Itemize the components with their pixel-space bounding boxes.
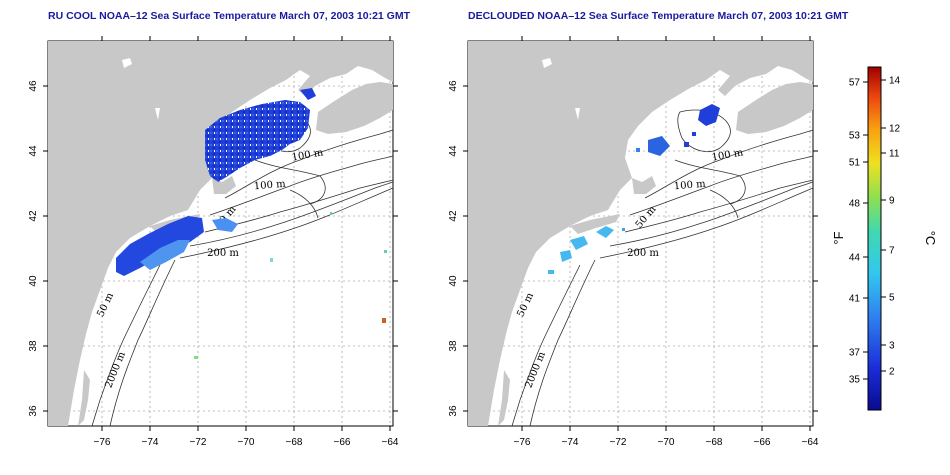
left-sst-data xyxy=(116,88,387,359)
right-sst-data xyxy=(548,104,720,274)
left-panel-title: RU COOL NOAA–12 Sea Surface Temperature … xyxy=(48,10,411,22)
left-graticule xyxy=(48,41,393,426)
contour-label: 100 m xyxy=(253,179,286,193)
colorbar-f-tick-label: 48 xyxy=(849,199,861,210)
colorbar-c-tick-label: 14 xyxy=(889,76,901,87)
x-tick-label: −64 xyxy=(382,437,399,448)
left-x-axis-ticks: −76 −74 −72 −70 −68 −66 −64 xyxy=(94,36,399,448)
contour-label: 200 m xyxy=(627,248,659,259)
colorbar-f-tick-label: 44 xyxy=(849,253,861,264)
colorbar-f-tick-label: 51 xyxy=(849,158,861,169)
colorbar-celsius-ticks: 14 12 11 9 7 5 3 2 xyxy=(881,76,901,378)
right-sst-speck xyxy=(692,132,696,136)
left-land-outer-banks xyxy=(78,370,90,426)
colorbar-c-tick-label: 9 xyxy=(889,196,895,207)
right-sst-patch-shelf xyxy=(596,226,614,238)
right-x-axis-ticks: −76 −74 −72 −70 −68 −66 −64 xyxy=(514,36,819,448)
colorbar-gradient xyxy=(867,66,882,411)
colorbar-fahrenheit-unit: °F xyxy=(831,231,846,244)
left-sst-mid-patch xyxy=(140,240,190,270)
left-sst-speck xyxy=(194,356,198,359)
y-tick-label: 40 xyxy=(448,275,459,287)
contour-label: 200 m xyxy=(207,248,239,259)
left-sst-gulf-of-maine xyxy=(205,100,310,182)
left-sst-southern-new-england xyxy=(116,216,204,276)
right-sst-speck xyxy=(636,148,640,152)
colorbar-c-tick-label: 11 xyxy=(889,149,900,160)
right-sst-speck xyxy=(548,270,554,274)
x-tick-label: −76 xyxy=(514,437,531,448)
y-tick-label: 36 xyxy=(28,405,39,417)
right-sst-patch-shelf2 xyxy=(570,236,588,250)
right-panel-title: DECLOUDED NOAA–12 Sea Surface Temperatur… xyxy=(468,10,849,22)
colorbar-c-tick-label: 3 xyxy=(889,341,895,352)
left-sst-speck xyxy=(270,258,273,262)
x-tick-label: −74 xyxy=(142,437,159,448)
right-graticule xyxy=(468,41,813,426)
y-tick-label: 42 xyxy=(448,210,459,222)
x-tick-label: −66 xyxy=(334,437,351,448)
left-sst-gulf-patch xyxy=(300,88,316,100)
x-tick-label: −72 xyxy=(190,437,207,448)
y-tick-label: 42 xyxy=(28,210,39,222)
right-land-mainland xyxy=(468,41,813,426)
x-tick-label: −64 xyxy=(802,437,819,448)
x-tick-label: −70 xyxy=(238,437,255,448)
colorbar-f-tick-label: 53 xyxy=(849,131,861,142)
colorbar-c-tick-label: 5 xyxy=(889,293,895,304)
colorbar-f-tick-label: 37 xyxy=(849,348,861,359)
colorbar-c-tick-label: 2 xyxy=(889,367,895,378)
right-sst-patch-shelf3 xyxy=(560,250,572,262)
right-sst-speck xyxy=(622,228,625,231)
colorbar-f-tick-label: 41 xyxy=(849,294,861,305)
colorbar-f-tick-label: 57 xyxy=(849,78,861,89)
y-tick-label: 46 xyxy=(28,80,39,92)
colorbar-f-tick-label: 35 xyxy=(849,375,861,386)
y-tick-label: 38 xyxy=(448,340,459,352)
y-tick-label: 36 xyxy=(448,405,459,417)
right-land-cape-cod xyxy=(632,176,656,194)
left-y-axis-ticks: 36 38 40 42 44 46 xyxy=(28,80,398,417)
y-tick-label: 46 xyxy=(448,80,459,92)
colorbar-c-tick-label: 12 xyxy=(889,124,901,135)
x-tick-label: −74 xyxy=(562,437,579,448)
x-tick-label: −72 xyxy=(610,437,627,448)
x-tick-label: −76 xyxy=(94,437,111,448)
y-tick-label: 40 xyxy=(28,275,39,287)
x-tick-label: −66 xyxy=(754,437,771,448)
x-tick-label: −68 xyxy=(706,437,723,448)
left-land-mainland xyxy=(48,41,393,426)
x-tick-label: −70 xyxy=(658,437,675,448)
y-tick-label: 38 xyxy=(28,340,39,352)
y-tick-label: 44 xyxy=(448,145,459,157)
right-lake xyxy=(542,58,580,120)
x-tick-label: −68 xyxy=(286,437,303,448)
right-sst-speck xyxy=(684,142,689,147)
y-tick-label: 44 xyxy=(28,145,39,157)
left-land-nova-scotia xyxy=(316,82,393,134)
right-y-axis-ticks: 36 38 40 42 44 46 xyxy=(448,80,818,417)
left-sst-speck xyxy=(330,212,332,215)
colorbar-c-tick-label: 7 xyxy=(889,246,895,257)
left-sst-speck xyxy=(382,318,386,323)
contour-label: 100 m xyxy=(673,179,706,193)
left-lake xyxy=(122,58,160,120)
right-sst-patch-north xyxy=(698,104,720,126)
right-land-long-island xyxy=(570,214,620,234)
colorbar-fahrenheit-ticks: 57 53 51 48 44 41 37 35 xyxy=(849,78,868,386)
right-land-outer-banks xyxy=(498,370,510,426)
right-sst-patch-gulf xyxy=(648,136,670,156)
left-sst-speck xyxy=(384,250,387,253)
colorbar-celsius-unit: °C xyxy=(923,231,938,246)
right-land-nova-scotia xyxy=(736,82,813,134)
left-sst-nantucket xyxy=(212,218,238,232)
